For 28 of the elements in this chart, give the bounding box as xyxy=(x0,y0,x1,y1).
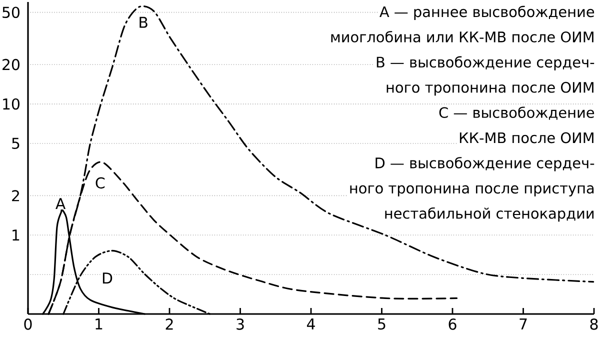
y-tick-label: 5 xyxy=(12,138,20,150)
x-tick-label: 6 xyxy=(448,318,456,330)
y-tick-label: 1 xyxy=(12,230,20,241)
x-tick-label: 1 xyxy=(96,318,102,330)
annotation: нестабильной стенокардии xyxy=(385,207,594,222)
annotation: миоглобина или КК-МВ после ОИМ xyxy=(331,30,594,42)
x-tick-label: 2 xyxy=(166,318,173,330)
y-tick-label: 50 xyxy=(2,6,20,18)
annotation: B xyxy=(140,16,148,28)
annotation: A xyxy=(56,198,66,209)
y-tick-label: 2 xyxy=(12,190,19,202)
annotation: D xyxy=(102,272,112,284)
annotation: КК-МВ после ОИМ xyxy=(460,132,594,144)
x-tick-label: 0 xyxy=(24,318,32,330)
x-tick-label: 4 xyxy=(306,318,315,330)
x-tick-label: 7 xyxy=(520,318,527,330)
annotation: C — высвобождение xyxy=(439,106,594,120)
annotation: ного тропонина после приступа xyxy=(350,185,594,196)
x-tick-label: 5 xyxy=(378,318,386,330)
x-tick-label: 8 xyxy=(590,318,598,330)
annotation: C xyxy=(96,177,105,189)
annotation: ного тропонина после ОИМ xyxy=(386,82,594,96)
annotation: D — высвобождение сердеч- xyxy=(376,156,594,172)
annotation: B — высвобождение сердеч- xyxy=(376,56,594,70)
x-tick-label: 3 xyxy=(236,318,244,330)
annotation: A — раннее высвобождение xyxy=(380,6,594,20)
y-tick-label: 10 xyxy=(3,98,20,110)
y-tick-label: 20 xyxy=(2,58,20,70)
